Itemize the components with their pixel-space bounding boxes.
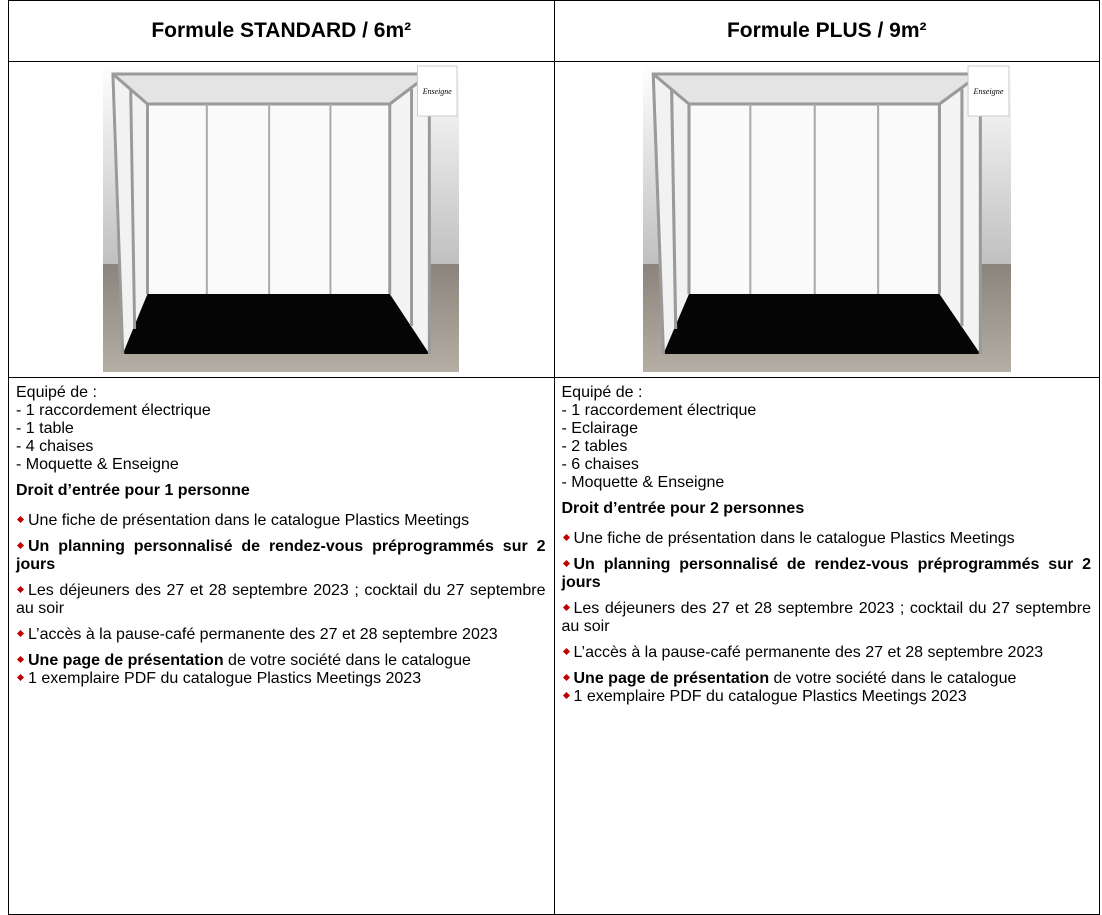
equipment-heading: Equipé de : (16, 384, 97, 401)
benefit-item: Un planning personnalisé de rendez-vous … (562, 556, 1092, 592)
entry-line: Droit d’entrée pour 2 personnes (561, 500, 805, 517)
benefit-item: Une fiche de présentation dans le catalo… (16, 512, 546, 530)
bullet-diamond (16, 586, 25, 594)
benefit-bold: Une page de présentation (573, 670, 770, 687)
bullet-diamond (562, 534, 570, 542)
benefit-text: 1 exemplaire PDF du catalogue Plastics M… (28, 670, 422, 687)
booth-image: Enseigne (642, 64, 1011, 372)
benefit-text: Les déjeuners des 27 et 28 septembre 202… (561, 600, 1092, 635)
bullet-diamond (16, 674, 25, 682)
bullet-diamond (562, 692, 570, 700)
benefit-text: Les déjeuners des 27 et 28 septembre 202… (16, 582, 546, 617)
benefit-item: Un planning personnalisé de rendez-vous … (16, 538, 546, 574)
equipment-item: - 1 table (16, 420, 74, 437)
bullet-diamond (562, 674, 570, 682)
description-cell: Equipé de :- 1 raccordement électrique - … (553, 377, 1100, 915)
benefit-item: L’accès à la pause-café permanente des 2… (562, 644, 1092, 662)
benefit-item: 1 exemplaire PDF du catalogue Plastics M… (16, 670, 546, 688)
bullet-diamond (562, 604, 570, 612)
benefit-text: 1 exemplaire PDF du catalogue Plastics M… (573, 688, 967, 705)
entry-line: Droit d’entrée pour 1 personne (16, 482, 250, 499)
benefit-item: Une fiche de présentation dans le catalo… (562, 530, 1092, 548)
benefit-text: de votre société dans le catalogue (769, 670, 1017, 687)
booth-image: Enseigne (103, 64, 460, 372)
equipment-item: - 6 chaises (561, 456, 639, 473)
benefit-text: Une fiche de présentation dans le catalo… (28, 512, 470, 529)
benefit-bold: Une page de présentation (28, 652, 224, 669)
benefit-item: Les déjeuners des 27 et 28 septembre 202… (16, 582, 546, 618)
booth-sign: Enseigne (422, 87, 452, 96)
benefit-item: Une page de présentation de votre sociét… (16, 652, 546, 670)
bullet-diamond (16, 656, 25, 664)
benefit-item: Une page de présentation de votre sociét… (562, 670, 1092, 688)
equipment-list: - 1 raccordement électrique - 1 table - 4 … (16, 402, 546, 474)
benefit-item: L’accès à la pause-café permanente des 2… (16, 626, 546, 644)
equipment-heading: Equipé de : (561, 384, 643, 401)
equipment-item: - 1 raccordement électrique (561, 402, 757, 419)
offer-table: Formule STANDARD / 6m² Formule PLUS / 9m… (8, 0, 1100, 915)
bullet-diamond (562, 560, 570, 568)
bullet-diamond (16, 516, 25, 524)
bullet-diamond (16, 630, 25, 638)
booth-sign: Enseigne (972, 87, 1003, 96)
column-title: Formule STANDARD / 6m² (8, 0, 555, 62)
equipment-item: - Eclairage (561, 420, 638, 437)
column-title: Formule PLUS / 9m² (553, 0, 1100, 62)
bullet-diamond (562, 648, 570, 656)
description-cell: Equipé de :- 1 raccordement électrique - … (8, 377, 555, 915)
equipment-item: - 4 chaises (16, 438, 94, 455)
benefit-bold: Un planning personnalisé de rendez-vous … (16, 538, 546, 573)
benefit-text: L’accès à la pause-café permanente des 2… (573, 644, 1044, 661)
equipment-list: - 1 raccordement électrique - Eclairage - … (562, 402, 1092, 492)
bullet-diamond (16, 542, 25, 550)
benefit-bold: Un planning personnalisé de rendez-vous … (561, 556, 1092, 591)
equipment-item: - Moquette & Enseigne (561, 474, 725, 491)
benefit-text: L’accès à la pause-café permanente des 2… (28, 626, 498, 643)
equipment-item: - 1 raccordement électrique (16, 402, 211, 419)
booth-image-cell: Enseigne (553, 61, 1100, 378)
benefit-item: 1 exemplaire PDF du catalogue Plastics M… (562, 688, 1092, 706)
equipment-item: - Moquette & Enseigne (16, 456, 179, 473)
benefit-text: de votre société dans le catalogue (223, 652, 471, 669)
benefit-text: Une fiche de présentation dans le catalo… (573, 530, 1015, 547)
equipment-item: - 2 tables (561, 438, 628, 455)
benefit-item: Les déjeuners des 27 et 28 septembre 202… (562, 600, 1092, 636)
booth-image-cell: Enseigne (8, 61, 555, 378)
